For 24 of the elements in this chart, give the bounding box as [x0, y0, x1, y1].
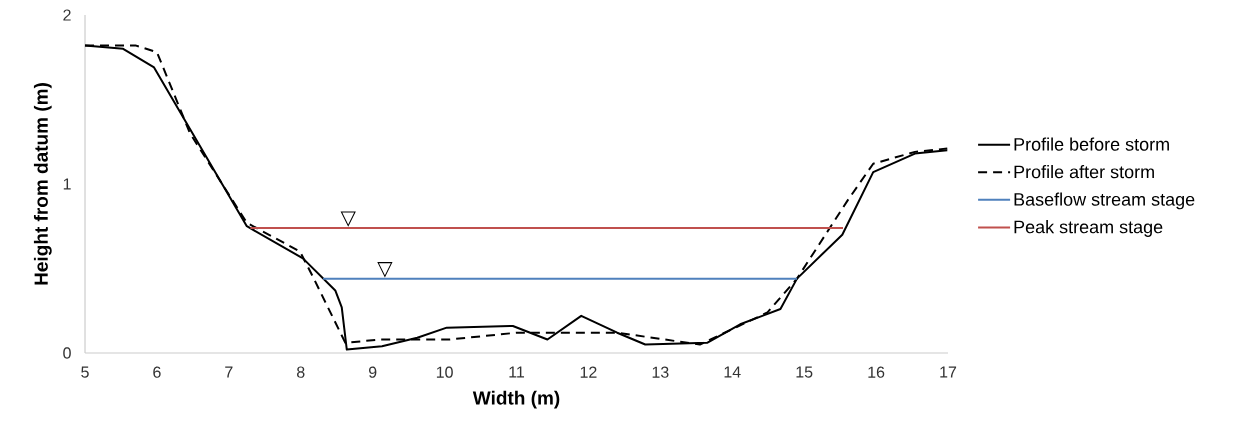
x-tick-label: 13 [652, 366, 669, 378]
x-tick-label: 8 [297, 366, 305, 378]
x-tick-label: 16 [868, 366, 885, 378]
y-tick-label: 0 [63, 347, 71, 359]
x-tick-label: 17 [940, 366, 957, 378]
y-tick-label: 2 [63, 9, 71, 21]
x-tick-label: 15 [796, 366, 813, 378]
y-axis-title: Height from datum (m) [33, 83, 52, 285]
x-tick-label: 11 [509, 366, 525, 378]
annotation: ▽ [340, 211, 356, 227]
x-tick-label: 9 [368, 366, 377, 378]
legend-label: Profile after storm [1014, 165, 1154, 179]
legend-label: Baseflow stream stage [1014, 192, 1195, 210]
annotation: ▽ [377, 262, 393, 278]
x-tick-label: 10 [436, 366, 453, 378]
legend-label: Peak stream stage [1014, 220, 1163, 237]
x-tick-label: 6 [153, 366, 161, 378]
x-axis-title: Width (m) [472, 390, 560, 409]
x-tick-label: 5 [81, 366, 89, 378]
x-tick-label: 7 [225, 366, 233, 378]
x-tick-label: 12 [580, 366, 597, 378]
y-tick-label: 1 [63, 178, 71, 190]
x-tick-label: 14 [724, 366, 741, 378]
legend-label: Profile before storm [1014, 137, 1169, 151]
